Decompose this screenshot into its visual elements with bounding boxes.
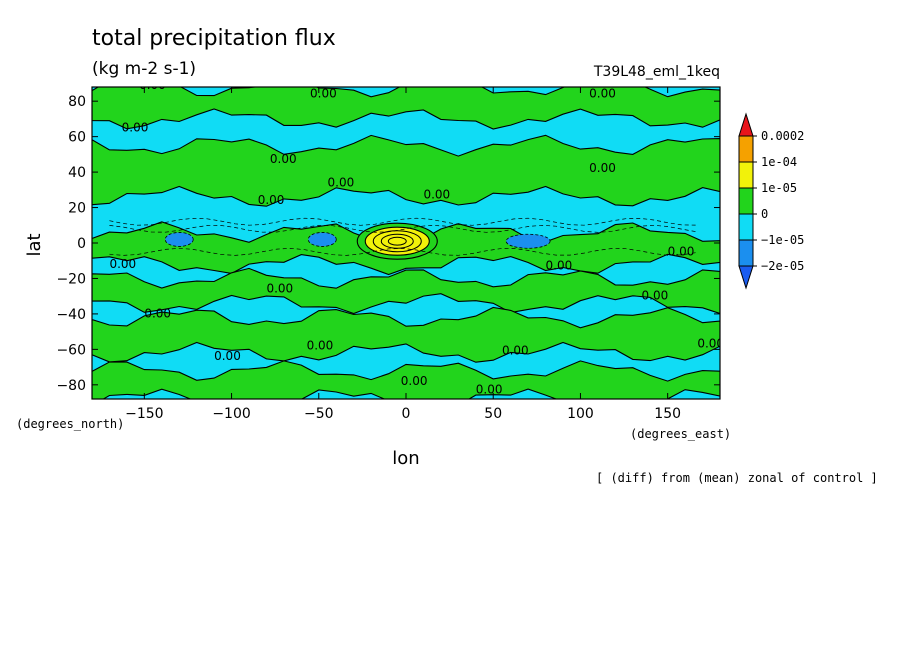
contour-line xyxy=(109,217,696,226)
anomaly-region xyxy=(505,233,551,249)
contour-label: 0.00 xyxy=(109,257,136,271)
x-tick-label: 0 xyxy=(402,406,411,422)
contour-label: 0.00 xyxy=(668,244,695,258)
colorbar-label: −1e-05 xyxy=(761,233,804,247)
chart-title: total precipitation flux xyxy=(92,26,336,51)
positive-band xyxy=(92,87,720,130)
anomaly-region xyxy=(164,232,194,247)
x-tick-label: 50 xyxy=(484,406,502,422)
x-axis-ticks: −150 −100 −50 0 50 100 150 xyxy=(125,87,681,422)
contour-label: 0.00 xyxy=(214,349,241,363)
contour-label: 0.00 xyxy=(328,175,355,189)
x-tick-label: −50 xyxy=(304,406,334,422)
x-tick-label: −100 xyxy=(212,406,250,422)
positive-band xyxy=(92,267,720,315)
contour-label: 0.00 xyxy=(697,337,724,351)
contour-label: 0.00 xyxy=(310,87,337,101)
y-tick-label: −40 xyxy=(56,307,86,323)
contour-label: 0.00 xyxy=(642,289,669,303)
colorbar-segment xyxy=(738,135,754,163)
contour-label: 0.00 xyxy=(307,338,334,352)
y-axis-ticks: −80 −60 −40 −20 0 20 40 60 80 xyxy=(56,94,720,394)
y-tick-label: 40 xyxy=(68,165,86,181)
y-tick-label: 60 xyxy=(68,130,86,146)
contour-label: 0.00 xyxy=(476,383,503,397)
contour-label: 0.00 xyxy=(401,374,428,388)
run-label: T39L48_eml_1keq xyxy=(593,64,720,80)
positive-band xyxy=(92,134,720,207)
x-axis-label: lon xyxy=(392,448,419,469)
colorbar-label: −2e-05 xyxy=(761,259,804,273)
contour-label: 0.00 xyxy=(368,76,395,90)
contour-labels: 0.00 0.00 0.00 0.00 0.00 0.00 0.00 0.00 0.00 0.00… xyxy=(109,76,724,397)
colorbar-label: 1e-05 xyxy=(761,181,797,195)
x-tick-label: 150 xyxy=(654,406,681,422)
footnote: [ (diff) from (mean) zonal of control ] xyxy=(596,471,878,485)
contour-lines xyxy=(109,217,696,256)
y-tick-label: −80 xyxy=(56,378,86,394)
anomaly-contour xyxy=(387,236,407,246)
positive-bands xyxy=(92,87,720,399)
positive-band xyxy=(92,360,720,399)
contour-label: 0.00 xyxy=(266,282,293,296)
contour-label: 0.00 xyxy=(139,78,166,92)
anomaly-contour xyxy=(372,230,422,253)
contour-label: 0.00 xyxy=(589,87,616,101)
contour-line xyxy=(109,247,696,256)
x-units-label: (degrees_east) xyxy=(630,427,731,441)
colorbar-label: 0 xyxy=(761,207,768,221)
y-tick-label: 20 xyxy=(68,201,86,217)
contour-label: 0.00 xyxy=(258,193,285,207)
anomaly-region xyxy=(364,226,430,256)
y-tick-label: 0 xyxy=(77,236,86,252)
contour-label: 0.00 xyxy=(270,152,297,166)
colorbar-segment xyxy=(738,239,754,267)
colorbar-label: 0.0002 xyxy=(761,129,804,143)
y-tick-label: 80 xyxy=(68,94,86,110)
x-tick-label: −150 xyxy=(125,406,163,422)
colorbar-segment xyxy=(738,161,754,189)
contour-label: 0.00 xyxy=(502,344,529,358)
colorbar-label: 1e-04 xyxy=(761,155,797,169)
colorbar-segment xyxy=(738,187,754,215)
contour-label: 0.00 xyxy=(546,259,573,273)
y-units-label: (degrees_north) xyxy=(16,417,124,431)
y-tick-label: −60 xyxy=(56,342,86,358)
colorbar-segment xyxy=(738,112,754,137)
contour-label: 0.00 xyxy=(144,306,171,320)
anomaly-region xyxy=(307,232,337,247)
contour-label: 0.00 xyxy=(423,188,450,202)
contour-label: 0.00 xyxy=(122,120,149,134)
contour-label: 0.00 xyxy=(589,161,616,175)
colorbar-segment xyxy=(738,265,754,290)
colorbar-segment xyxy=(738,213,754,241)
y-axis-label: lat xyxy=(24,233,45,256)
y-tick-label: −20 xyxy=(56,271,86,287)
anomaly-contour xyxy=(380,233,414,249)
contour-line xyxy=(109,224,696,233)
colorbar: 0.0002 1e-04 1e-05 0 −1e-05 −2e-05 xyxy=(738,112,804,290)
x-tick-label: 100 xyxy=(567,406,594,422)
chart-units: (kg m-2 s-1) xyxy=(92,59,196,79)
positive-band xyxy=(92,306,720,363)
plot-area: 0.00 0.00 0.00 0.00 0.00 0.00 0.00 0.00 0.00 0.00… xyxy=(92,76,724,399)
